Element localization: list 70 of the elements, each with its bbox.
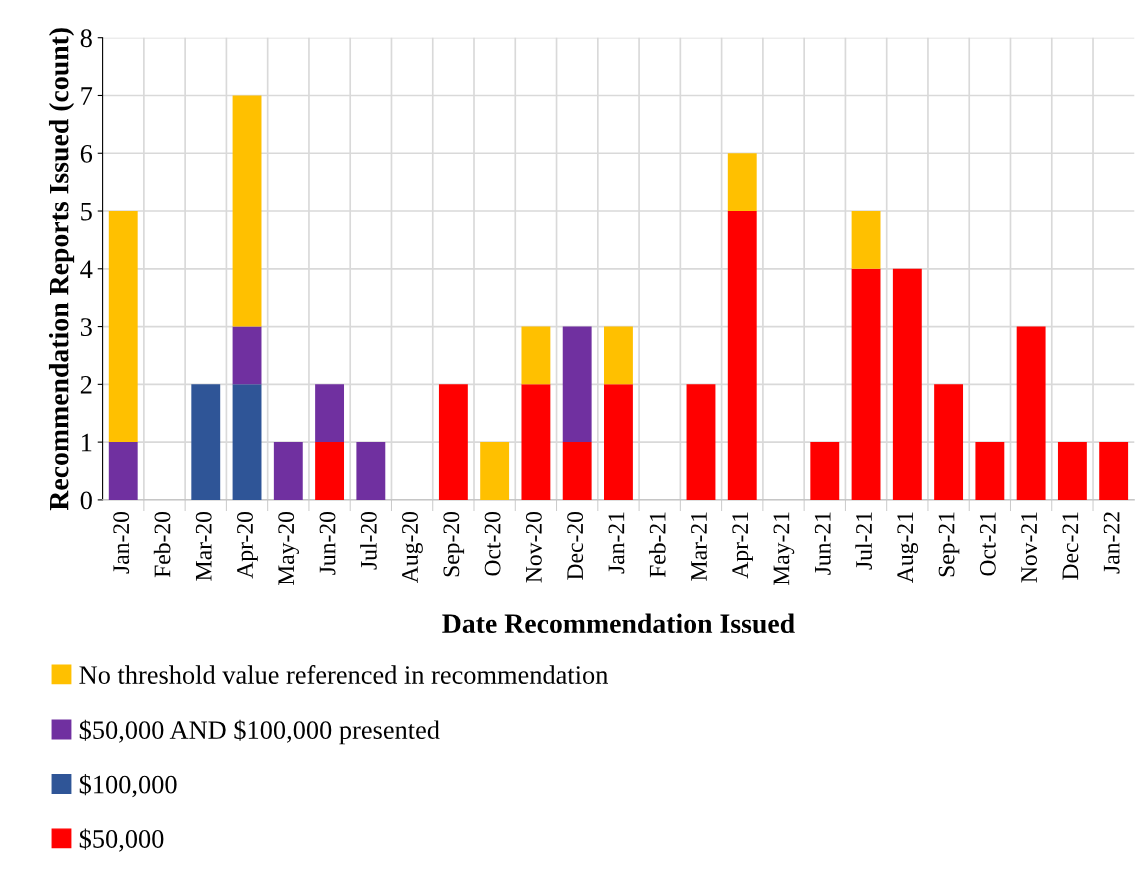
bar (232, 384, 262, 500)
legend-label: No threshold value referenced in recommendation (79, 665, 608, 684)
bar (315, 384, 345, 443)
x-tick-label: Jul-20 (360, 511, 377, 570)
bar (521, 384, 551, 500)
bar (108, 442, 138, 500)
bar (934, 384, 964, 500)
bar (810, 442, 840, 500)
bar (480, 442, 510, 500)
x-tick-label: Jul-21 (855, 512, 872, 570)
bar (686, 384, 716, 500)
bar (851, 268, 881, 500)
bar (851, 211, 881, 269)
legend-label: $50,000 AND $100,000 presented (79, 719, 440, 745)
x-tick-label: Apr-21 (732, 512, 753, 579)
legend-label: $50,000 (79, 828, 164, 852)
bar (273, 442, 303, 500)
x-tick-label: Jan-22 (1103, 512, 1120, 574)
bar (191, 384, 221, 500)
x-tick-label: May-21 (773, 512, 795, 586)
bar (232, 326, 262, 385)
x-tick-label: Dec-20 (567, 511, 584, 580)
y-tick-label: 0 (80, 491, 92, 510)
x-tick-label: Dec-21 (1062, 512, 1079, 580)
bar (727, 211, 757, 500)
y-tick-label: 3 (80, 318, 92, 336)
bar (562, 442, 592, 500)
bar (108, 211, 138, 443)
bar (1057, 442, 1087, 500)
y-tick-label: 8 (80, 29, 92, 48)
bar (727, 153, 757, 212)
legend-label: $100,000 (79, 774, 177, 798)
x-tick-label: Aug-20 (402, 511, 423, 583)
x-tick-label: Mar-21 (691, 512, 707, 581)
y-tick-label: 7 (81, 87, 93, 105)
bar (1099, 442, 1129, 500)
y-tick-label: 4 (80, 260, 93, 278)
x-tick-label: Sep-21 (938, 512, 960, 577)
x-tick-label: Jan-20 (113, 511, 130, 574)
x-tick-label: Jun-20 (319, 511, 336, 575)
y-tick-label: 5 (81, 202, 92, 221)
x-tick-label: Aug-21 (897, 512, 919, 583)
y-tick-label: 2 (80, 376, 92, 394)
x-tick-label: Apr-20 (237, 511, 258, 579)
bar (562, 326, 592, 443)
x-tick-label: Mar-20 (195, 511, 212, 581)
x-tick-label: Jun-21 (814, 512, 831, 575)
x-tick-label: Sep-20 (443, 511, 465, 577)
bar (604, 384, 633, 500)
bar (975, 442, 1005, 500)
x-tick-label: Oct-20 (484, 511, 501, 576)
bar (232, 95, 262, 327)
x-tick-label: Oct-21 (979, 512, 996, 576)
x-tick-label: Feb-21 (649, 512, 666, 578)
x-axis-title: Date Recommendation Issued (442, 613, 795, 634)
bar (315, 442, 345, 500)
x-tick-label: Jan-21 (608, 512, 625, 574)
y-axis-title: Recommendation Reports Issued (count) (48, 28, 75, 511)
bar (438, 384, 468, 500)
bar (1016, 326, 1046, 500)
bar (521, 326, 551, 385)
bar (604, 326, 633, 385)
x-tick-label: Nov-20 (525, 511, 542, 583)
x-tick-label: Feb-20 (153, 511, 171, 578)
y-tick-label: 1 (82, 433, 92, 452)
bar (892, 268, 922, 500)
x-tick-label: May-20 (278, 511, 300, 586)
bar (356, 442, 386, 500)
y-tick-label: 6 (80, 144, 93, 163)
x-tick-label: Nov-21 (1021, 512, 1038, 583)
